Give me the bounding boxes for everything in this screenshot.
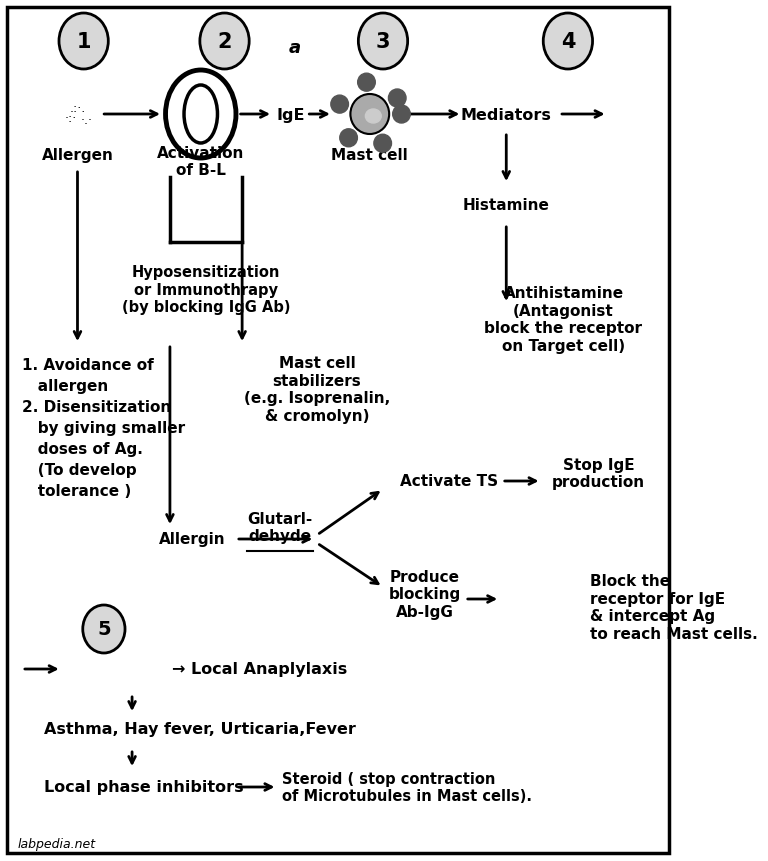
Ellipse shape xyxy=(392,106,410,124)
Text: Mast cell
stabilizers
(e.g. Isoprenalin,
& cromolyn): Mast cell stabilizers (e.g. Isoprenalin,… xyxy=(244,356,390,423)
Text: Hyposensitization
or Immunothrapy
(by blocking IgG Ab): Hyposensitization or Immunothrapy (by bl… xyxy=(122,265,290,314)
Text: Local phase inhibitors: Local phase inhibitors xyxy=(44,779,243,795)
Ellipse shape xyxy=(83,605,125,653)
Ellipse shape xyxy=(350,95,389,135)
Text: ·:·: ·:· xyxy=(65,111,77,124)
Ellipse shape xyxy=(389,90,406,108)
Text: 3: 3 xyxy=(376,32,390,52)
Ellipse shape xyxy=(358,74,376,92)
Ellipse shape xyxy=(331,96,349,114)
Text: → Local Anaplylaxis: → Local Anaplylaxis xyxy=(172,662,347,677)
Text: Asthma, Hay fever, Urticaria,Fever: Asthma, Hay fever, Urticaria,Fever xyxy=(44,722,356,737)
Ellipse shape xyxy=(166,71,236,158)
Ellipse shape xyxy=(59,14,108,70)
Ellipse shape xyxy=(366,110,381,124)
Text: 2: 2 xyxy=(217,32,232,52)
Ellipse shape xyxy=(184,86,217,144)
Ellipse shape xyxy=(200,14,249,70)
Text: Block the
receptor for IgE
& intercept Ag
to reach Mast cells.: Block the receptor for IgE & intercept A… xyxy=(590,573,758,641)
Text: Histamine: Histamine xyxy=(463,197,550,213)
Text: 5: 5 xyxy=(97,620,111,639)
Text: Activate TS: Activate TS xyxy=(400,474,498,489)
Text: Activation
of B-L: Activation of B-L xyxy=(157,146,244,178)
Text: 4: 4 xyxy=(561,32,575,52)
Ellipse shape xyxy=(339,130,357,147)
Ellipse shape xyxy=(374,135,392,153)
Text: 1. Avoidance of
   allergen
2. Disensitization
   by giving smaller
   doses of : 1. Avoidance of allergen 2. Disensitizat… xyxy=(22,357,185,499)
Text: .:·.: .:·. xyxy=(69,102,85,115)
Ellipse shape xyxy=(359,14,408,70)
Text: IgE: IgE xyxy=(276,108,305,122)
Text: Allergin: Allergin xyxy=(159,532,225,547)
Text: Produce
blocking
Ab-IgG: Produce blocking Ab-IgG xyxy=(389,569,461,619)
Text: Allergen: Allergen xyxy=(41,147,114,163)
Ellipse shape xyxy=(543,14,593,70)
Text: a: a xyxy=(289,39,301,57)
Text: Glutarl-
dehyde: Glutarl- dehyde xyxy=(247,511,313,543)
Ellipse shape xyxy=(350,95,389,135)
Text: labpedia.net: labpedia.net xyxy=(18,838,96,851)
Text: Mediators: Mediators xyxy=(461,108,551,122)
Text: Steroid ( stop contraction
of Microtubules in Mast cells).: Steroid ( stop contraction of Microtubul… xyxy=(282,771,531,803)
Text: Mast cell: Mast cell xyxy=(332,147,408,163)
Text: Stop IgE
production: Stop IgE production xyxy=(552,457,645,490)
Text: 1: 1 xyxy=(76,32,91,52)
Text: ·.·: ·.· xyxy=(81,114,92,127)
Text: Antihistamine
(Antagonist
block the receptor
on Target cell): Antihistamine (Antagonist block the rece… xyxy=(485,286,643,353)
